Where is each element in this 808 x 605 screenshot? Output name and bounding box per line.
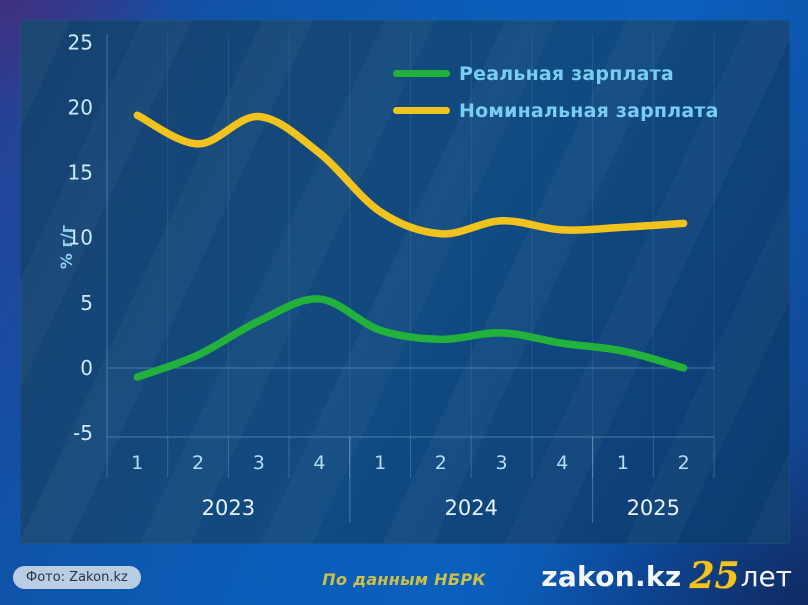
y-tick-label: 10 bbox=[68, 226, 93, 250]
legend-label-nominal-wage: Номинальная зарплата bbox=[459, 99, 719, 122]
legend-label-real-wage: Реальная зарплата bbox=[459, 62, 674, 85]
y-tick-label: 5 bbox=[80, 291, 93, 315]
x-year-label: 2023 bbox=[202, 496, 255, 520]
nominal-wage-line-series bbox=[133, 111, 688, 238]
x-quarter-label: 1 bbox=[131, 452, 143, 474]
x-quarter-label: 2 bbox=[678, 452, 690, 474]
wage-growth-line-chart: 25 20 15 10 5 0 -5 1 2 3 4 1 2 3 4 1 2 2023 2024 2025 bbox=[68, 30, 715, 523]
x-quarter-label: 1 bbox=[374, 452, 386, 474]
zakon-kz-logo: zakon.kz 25 лет bbox=[541, 558, 792, 594]
x-quarter-label: 3 bbox=[496, 452, 508, 474]
y-axis-title: % г/г bbox=[57, 224, 76, 270]
x-quarter-label: 2 bbox=[435, 452, 447, 474]
legend-item-nominal-wage: Номинальная зарплата bbox=[393, 97, 719, 124]
logo-anniversary-suffix: лет bbox=[740, 559, 792, 593]
legend-swatch-real-wage-icon bbox=[393, 70, 450, 77]
logo-site-text: zakon.kz bbox=[541, 559, 682, 593]
logo-anniversary-25-icon: 25 bbox=[689, 555, 740, 597]
chart-legend: Реальная зарплата Номинальная зарплата bbox=[393, 60, 719, 124]
x-quarter-label: 3 bbox=[253, 452, 265, 474]
y-tick-label: 20 bbox=[68, 95, 93, 119]
x-quarter-label: 4 bbox=[556, 452, 568, 474]
x-year-label: 2024 bbox=[444, 496, 497, 520]
legend-swatch-nominal-wage-icon bbox=[393, 107, 450, 114]
x-quarter-label: 4 bbox=[313, 452, 325, 474]
x-quarter-label: 1 bbox=[617, 452, 629, 474]
data-source-caption: По данным НБРК bbox=[322, 570, 486, 589]
legend-item-real-wage: Реальная зарплата bbox=[393, 60, 719, 87]
photo-credit-badge: Фото: Zakon.kz bbox=[13, 566, 141, 589]
chart-panel: 25 20 15 10 5 0 -5 1 2 3 4 1 2 3 4 1 2 2023 2024 2025 Реаль… bbox=[20, 20, 790, 544]
y-tick-label: 15 bbox=[68, 161, 93, 185]
y-tick-label: 25 bbox=[68, 30, 93, 54]
y-tick-label: 0 bbox=[80, 356, 93, 380]
footer-strip: Фото: Zakon.kz По данным НБРК zakon.kz 2… bbox=[0, 544, 808, 605]
x-year-label: 2025 bbox=[627, 496, 680, 520]
x-quarter-label: 2 bbox=[192, 452, 204, 474]
y-tick-label: -5 bbox=[73, 421, 93, 445]
real-wage-line-series bbox=[133, 295, 688, 381]
